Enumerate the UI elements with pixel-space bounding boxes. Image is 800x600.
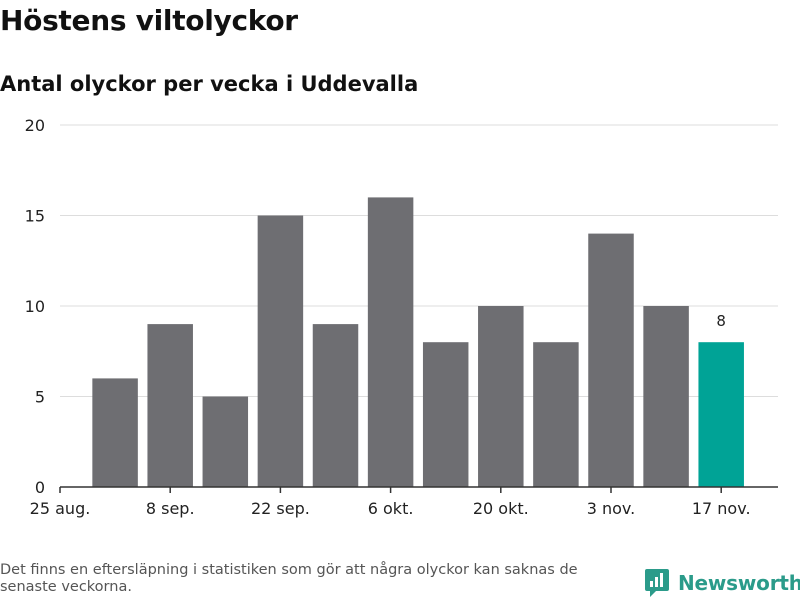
data-label: 8 — [716, 312, 726, 330]
brand-logo[interactable]: Newsworthy — [644, 568, 800, 598]
x-tick-label: 25 aug. — [30, 499, 91, 518]
bar-22 sep. — [257, 215, 304, 487]
bar-6 okt. — [367, 197, 414, 487]
x-axis — [59, 486, 778, 493]
chart-subtitle: Antal olyckor per vecka i Uddevalla — [0, 72, 419, 96]
chart-title: Höstens viltolyckor — [0, 4, 298, 37]
y-tick-label: 20 — [25, 116, 45, 135]
bar-chart: 0 5 10 15 20 25 aug. 8 sep. 22 sep. 6 okt. 20 okt… — [25, 116, 778, 518]
footnote: Det finns en eftersläpning i statistiken… — [0, 562, 578, 595]
bar-27 okt. — [533, 342, 579, 487]
bars — [92, 197, 744, 487]
bar-8 sep. — [147, 324, 193, 487]
y-tick-label: 5 — [35, 388, 45, 407]
labels: 0 5 10 15 20 25 aug. 8 sep. 22 sep. 6 okt. 20 okt… — [25, 116, 751, 518]
x-tick-label: 6 okt. — [368, 499, 414, 518]
bar-10 nov. — [643, 306, 689, 487]
y-tick-label: 10 — [25, 297, 45, 316]
bar-1 sep. — [92, 378, 138, 487]
x-tick-label: 17 nov. — [692, 499, 751, 518]
newsworthy-logo-icon — [645, 569, 669, 597]
brand-name: Newsworthy — [678, 571, 800, 595]
x-tick-label: 22 sep. — [251, 499, 310, 518]
bar-17 nov. — [698, 342, 744, 487]
x-tick-label: 8 sep. — [146, 499, 195, 518]
bar-29 sep. — [312, 324, 359, 487]
bar-3 nov. — [588, 233, 634, 487]
y-tick-label: 0 — [35, 478, 45, 497]
bar-15 sep. — [202, 396, 249, 487]
bar-20 okt. — [478, 306, 524, 487]
x-tick-label: 20 okt. — [473, 499, 529, 518]
bar-13 okt. — [422, 342, 469, 487]
x-tick-label: 3 nov. — [587, 499, 636, 518]
y-tick-label: 15 — [25, 207, 45, 226]
